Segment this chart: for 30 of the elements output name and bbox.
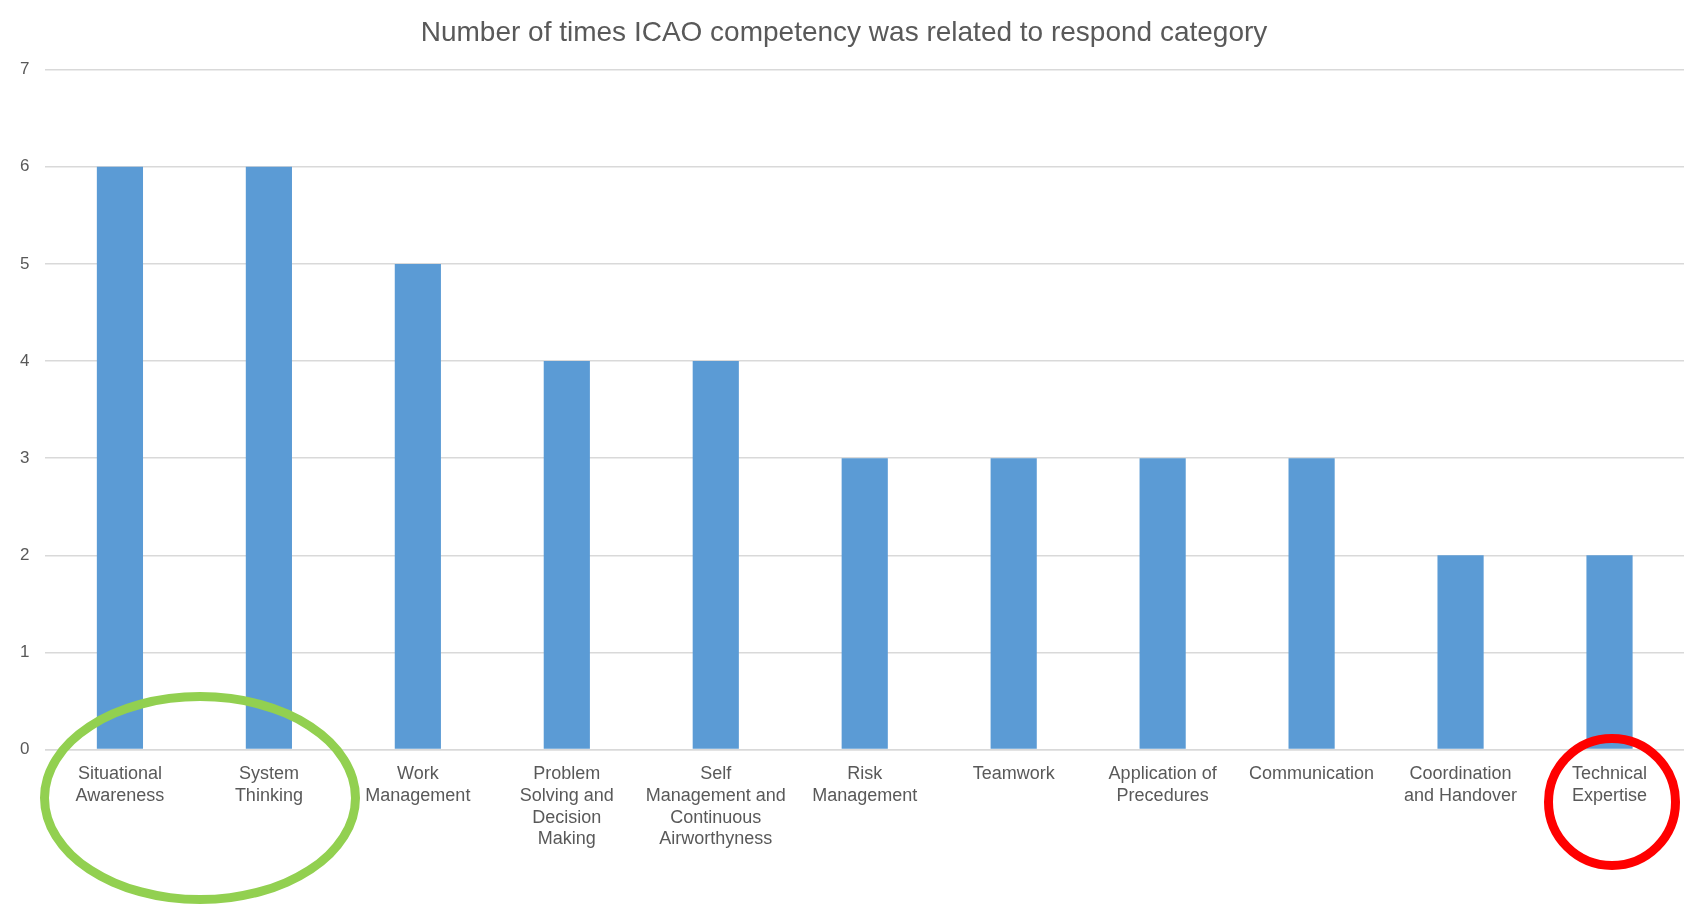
bar <box>1288 458 1335 749</box>
y-tick-label: 5 <box>19 253 30 273</box>
bar <box>1437 555 1484 749</box>
chart-title: Number of times ICAO competency was related to respond category <box>420 15 1268 47</box>
x-tick-label: Situational Awareness <box>75 763 165 805</box>
x-tick-label: Work Management <box>365 763 471 805</box>
bar <box>245 166 292 749</box>
bar <box>96 166 144 749</box>
y-tick-label: 3 <box>19 447 30 467</box>
x-tick-label: Teamwork <box>972 763 1056 784</box>
y-tick-label: 4 <box>19 350 30 370</box>
bar <box>990 458 1037 749</box>
x-tick-label: Problem Solving and Decision Making <box>519 763 614 849</box>
x-tick-label: Communication <box>1249 763 1375 784</box>
y-tick-label: 6 <box>19 156 30 176</box>
bar <box>692 361 739 749</box>
bar <box>543 361 590 749</box>
y-tick-label: 0 <box>19 739 30 759</box>
bar <box>394 263 441 749</box>
x-tick-label: Technical Expertise <box>1572 763 1648 805</box>
x-tick-label: Self Management and Continuous Airworthyness <box>645 763 786 849</box>
bar <box>841 458 888 749</box>
x-tick-label: Application of Precedures <box>1108 763 1218 805</box>
x-tick-label: Coordination and Handover <box>1404 763 1518 805</box>
y-tick-label: 1 <box>19 642 30 662</box>
x-tick-label: System Thinking <box>234 763 303 805</box>
x-tick-label: Risk Management <box>812 763 918 805</box>
y-tick-label: 7 <box>19 59 30 79</box>
bar <box>1139 458 1186 749</box>
y-tick-label: 2 <box>19 545 30 564</box>
